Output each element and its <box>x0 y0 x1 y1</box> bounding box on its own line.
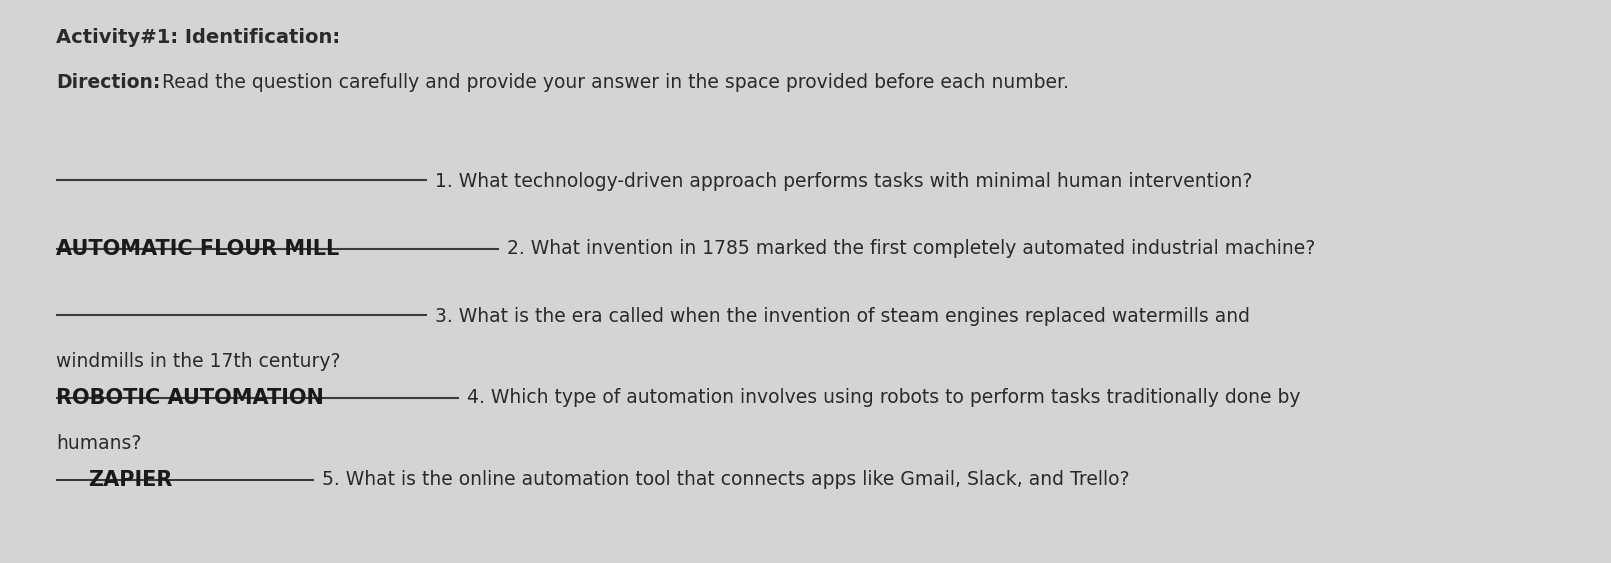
Text: ROBOTIC AUTOMATION: ROBOTIC AUTOMATION <box>56 388 324 409</box>
Text: 3. What is the era called when the invention of steam engines replaced watermill: 3. What is the era called when the inven… <box>435 307 1250 326</box>
Text: 2. What invention in 1785 marked the first completely automated industrial machi: 2. What invention in 1785 marked the fir… <box>507 239 1316 258</box>
Text: Direction:: Direction: <box>56 73 161 92</box>
Text: 1. What technology-driven approach performs tasks with minimal human interventio: 1. What technology-driven approach perfo… <box>435 172 1252 191</box>
Text: humans?: humans? <box>56 434 142 453</box>
Text: 4. Which type of automation involves using robots to perform tasks traditionally: 4. Which type of automation involves usi… <box>467 388 1300 408</box>
Text: Activity#1: Identification:: Activity#1: Identification: <box>56 28 340 47</box>
Text: 5. What is the online automation tool that connects apps like Gmail, Slack, and : 5. What is the online automation tool th… <box>322 470 1129 489</box>
Text: AUTOMATIC FLOUR MILL: AUTOMATIC FLOUR MILL <box>56 239 340 260</box>
Text: ZAPIER: ZAPIER <box>89 470 172 490</box>
Text: Read the question carefully and provide your answer in the space provided before: Read the question carefully and provide … <box>156 73 1070 92</box>
Text: windmills in the 17th century?: windmills in the 17th century? <box>56 352 342 371</box>
